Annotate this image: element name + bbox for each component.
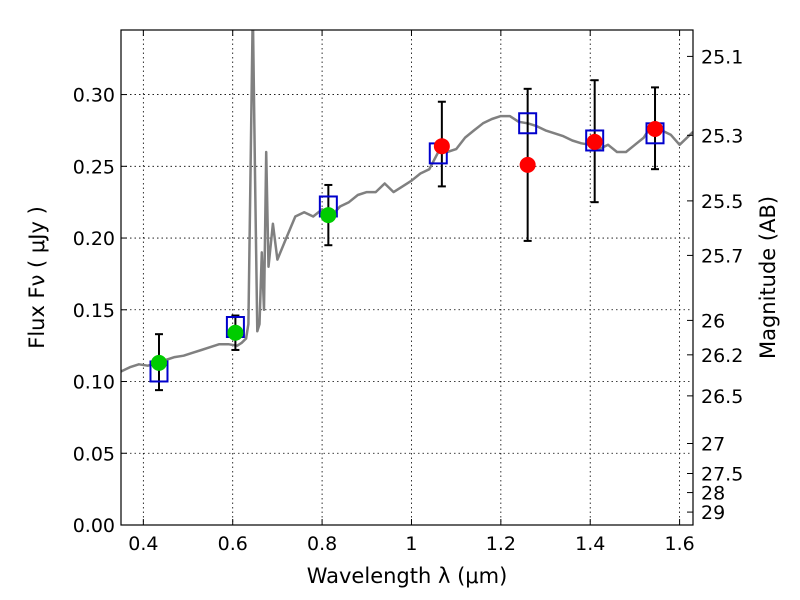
observed-nir-point — [519, 156, 536, 173]
y-tick-label: 0.15 — [73, 300, 115, 322]
right-axis-label: Magnitude (AB) — [756, 196, 780, 359]
x-tick-label: 1.4 — [575, 533, 605, 555]
y-tick-label: 0.10 — [73, 372, 115, 394]
y-tick-label: 0.05 — [73, 443, 115, 465]
observed-optical-point — [150, 354, 167, 371]
right-tick-label: 25.7 — [701, 245, 743, 267]
plot-frame — [120, 29, 694, 526]
observed-nir-point — [647, 121, 664, 137]
right-tick-label: 29 — [701, 502, 725, 524]
right-tick-label: 26 — [701, 310, 725, 332]
right-tick-label: 27.5 — [701, 463, 743, 485]
y-axis-label: Flux Fν ( μJy ) — [25, 206, 49, 349]
x-tick-label: 0.8 — [307, 533, 337, 555]
observed-nir-point — [586, 133, 603, 150]
y-tick-label: 0.30 — [73, 85, 115, 107]
axis-labels: 0.4 0.6 0.8 1 1.2 1.4 1.6 0.00 0.05 0.10 0.15 0.20 0… — [73, 46, 744, 555]
y-tick-label: 0.25 — [73, 156, 115, 178]
right-tick-label: 28 — [701, 483, 725, 505]
x-tick-label: 1 — [405, 533, 417, 555]
observed-optical-point — [227, 324, 244, 341]
observed-points — [150, 121, 664, 371]
right-tick-label: 26.5 — [701, 386, 743, 408]
axis-ticks — [121, 30, 693, 526]
right-tick-label: 27 — [701, 434, 725, 456]
model-photometry-square — [518, 112, 538, 135]
x-tick-label: 0.4 — [128, 533, 158, 555]
spectrum-line — [121, 30, 693, 373]
model-photometry-square — [585, 129, 605, 152]
x-tick-label: 1.2 — [486, 533, 516, 555]
observed-optical-point — [320, 207, 337, 224]
right-tick-label: 26.2 — [701, 345, 743, 367]
x-tick-label: 0.6 — [218, 533, 248, 555]
x-tick-label: 1.6 — [664, 533, 694, 555]
grid — [121, 30, 693, 525]
model-photometry-points — [149, 112, 665, 383]
observed-nir-point — [433, 138, 450, 155]
y-tick-label: 0.00 — [73, 515, 115, 537]
x-axis-label: Wavelength λ (μm) — [307, 564, 508, 588]
y-tick-label: 0.20 — [73, 228, 115, 250]
model-spectrum — [121, 30, 693, 373]
right-tick-label: 25.3 — [701, 125, 743, 147]
right-tick-label: 25.1 — [701, 46, 743, 68]
right-tick-label: 25.5 — [701, 191, 743, 213]
